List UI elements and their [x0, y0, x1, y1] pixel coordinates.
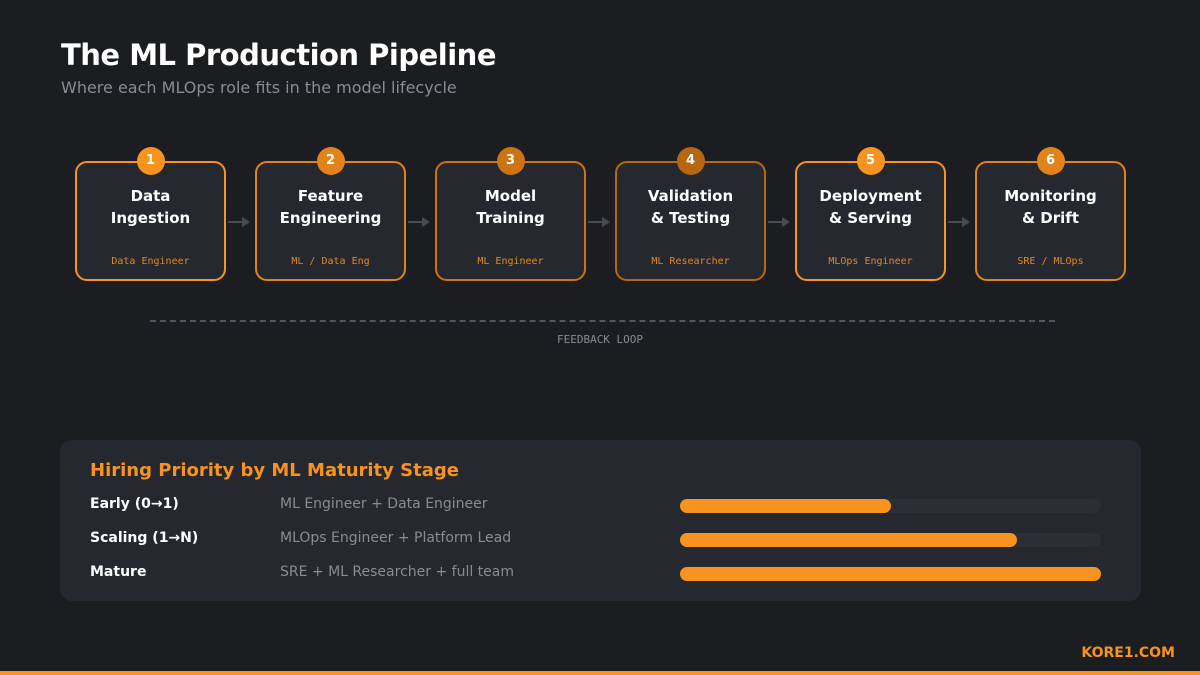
- stage-number-badge: 4: [676, 147, 705, 175]
- hiring-row: Mature SRE + ML Researcher + full team: [90, 564, 1111, 584]
- arrow-right-icon: [948, 213, 972, 227]
- priority-bar-fill: [680, 533, 1017, 547]
- stage-role: MLOps Engineer: [828, 256, 913, 267]
- pipeline-stage: 2 Feature Engineering ML / Data Eng: [255, 147, 406, 281]
- priority-bar-track: [680, 499, 1101, 513]
- bottom-accent-bar: [0, 671, 1200, 675]
- hiring-roles: ML Engineer + Data Engineer: [280, 496, 488, 512]
- stage-role: Data Engineer: [111, 256, 190, 267]
- hiring-priority-title: Hiring Priority by ML Maturity Stage: [90, 460, 459, 481]
- stage-name: Validation & Testing: [647, 187, 734, 227]
- pipeline-stage: 1 Data Ingestion Data Engineer: [75, 147, 226, 281]
- maturity-stage: Early (0→1): [90, 496, 179, 512]
- pipeline-stage: 6 Monitoring & Drift SRE / MLOps: [975, 147, 1126, 281]
- stage-number-badge: 1: [136, 147, 165, 175]
- arrow-right-icon: [768, 213, 792, 227]
- stage-role: ML Researcher: [651, 256, 730, 267]
- maturity-stage: Scaling (1→N): [90, 530, 199, 546]
- brand-logo: KORE1.COM: [1081, 645, 1175, 661]
- priority-bar-fill: [680, 499, 891, 513]
- pipeline-stage: 4 Validation & Testing ML Researcher: [615, 147, 766, 281]
- stage-role: ML / Data Eng: [291, 256, 370, 267]
- stage-name: Monitoring & Drift: [1004, 187, 1097, 227]
- stage-role: ML Engineer: [477, 256, 544, 267]
- arrow-right-icon: [408, 213, 432, 227]
- priority-bar-track: [680, 533, 1101, 547]
- stage-number-badge: 3: [496, 147, 525, 175]
- page-title: The ML Production Pipeline: [61, 38, 497, 72]
- arrow-right-icon: [228, 213, 252, 227]
- page-subtitle: Where each MLOps role fits in the model …: [61, 78, 457, 97]
- pipeline-stage: 3 Model Training ML Engineer: [435, 147, 586, 281]
- hiring-row: Scaling (1→N) MLOps Engineer + Platform …: [90, 530, 1111, 550]
- hiring-priority-panel: Hiring Priority by ML Maturity Stage Ear…: [60, 440, 1141, 601]
- feedback-loop-line: [150, 320, 1055, 322]
- stage-name: Feature Engineering: [279, 187, 382, 227]
- pipeline-stage: 5 Deployment & Serving MLOps Engineer: [795, 147, 946, 281]
- stage-name: Data Ingestion: [110, 187, 191, 227]
- stage-role: SRE / MLOps: [1017, 256, 1084, 267]
- priority-bar-fill: [680, 567, 1101, 581]
- stage-number-badge: 5: [856, 147, 885, 175]
- hiring-roles: SRE + ML Researcher + full team: [280, 564, 514, 580]
- stage-number-badge: 6: [1036, 147, 1065, 175]
- arrow-right-icon: [588, 213, 612, 227]
- hiring-roles: MLOps Engineer + Platform Lead: [280, 530, 512, 546]
- stage-name: Deployment & Serving: [819, 187, 922, 227]
- maturity-stage: Mature: [90, 564, 147, 580]
- feedback-loop-label: FEEDBACK LOOP: [556, 333, 644, 346]
- hiring-row: Early (0→1) ML Engineer + Data Engineer: [90, 496, 1111, 516]
- priority-bar-track: [680, 567, 1101, 581]
- stage-number-badge: 2: [316, 147, 345, 175]
- stage-name: Model Training: [476, 187, 545, 227]
